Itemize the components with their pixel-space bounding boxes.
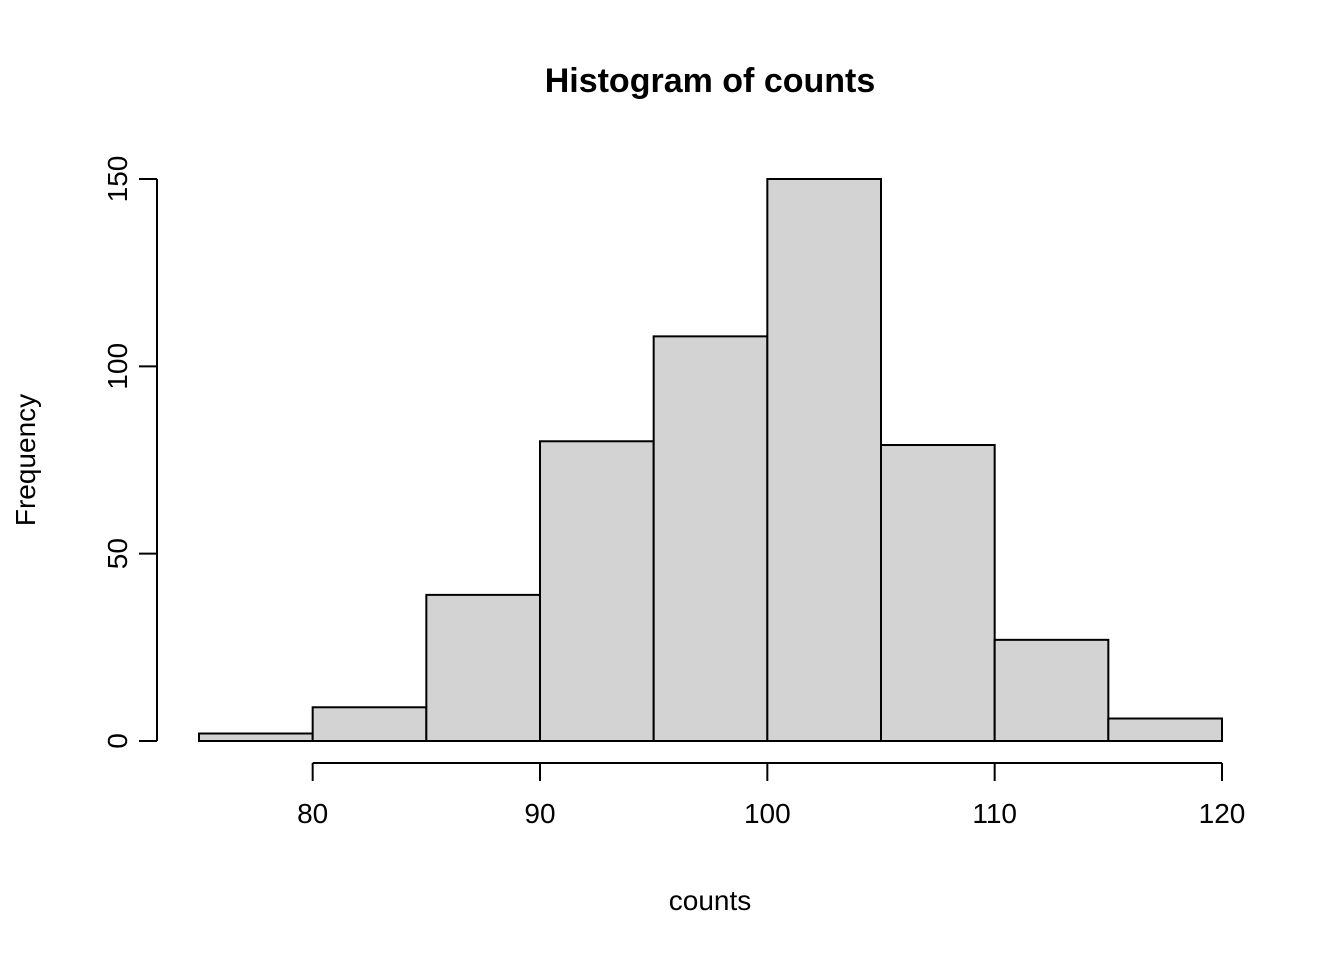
x-tick-label-90: 90 <box>524 798 555 829</box>
histogram-bar-105-110 <box>880 444 996 742</box>
x-tick-label-100: 100 <box>744 798 791 829</box>
histogram-bar-95-100 <box>652 335 769 742</box>
histogram-bar-75-80 <box>198 732 314 742</box>
histogram-bar-110-115 <box>993 638 1110 743</box>
histogram-bar-115-120 <box>1107 717 1224 743</box>
histogram-bar-85-90 <box>425 593 542 742</box>
histogram-bar-90-95 <box>539 440 655 742</box>
y-tick-label-100: 100 <box>102 343 133 390</box>
y-tick-label-50: 50 <box>102 538 133 569</box>
y-tick-label-150: 150 <box>102 156 133 203</box>
y-tick-label-0: 0 <box>102 733 133 749</box>
chart-title: Histogram of counts <box>545 62 876 100</box>
x-axis: 80 90 100 110 120 <box>297 762 1246 829</box>
x-tick-label-80: 80 <box>297 798 328 829</box>
y-axis-label: Frequency <box>10 394 41 526</box>
x-tick-label-120: 120 <box>1199 798 1246 829</box>
bars-group <box>198 178 1224 743</box>
histogram-bar-100-105 <box>766 178 882 742</box>
y-axis: 0 50 100 150 <box>102 156 158 749</box>
x-axis-label: counts <box>669 885 752 916</box>
x-tick-label-110: 110 <box>972 798 1017 829</box>
histogram-bar-80-85 <box>311 706 428 743</box>
